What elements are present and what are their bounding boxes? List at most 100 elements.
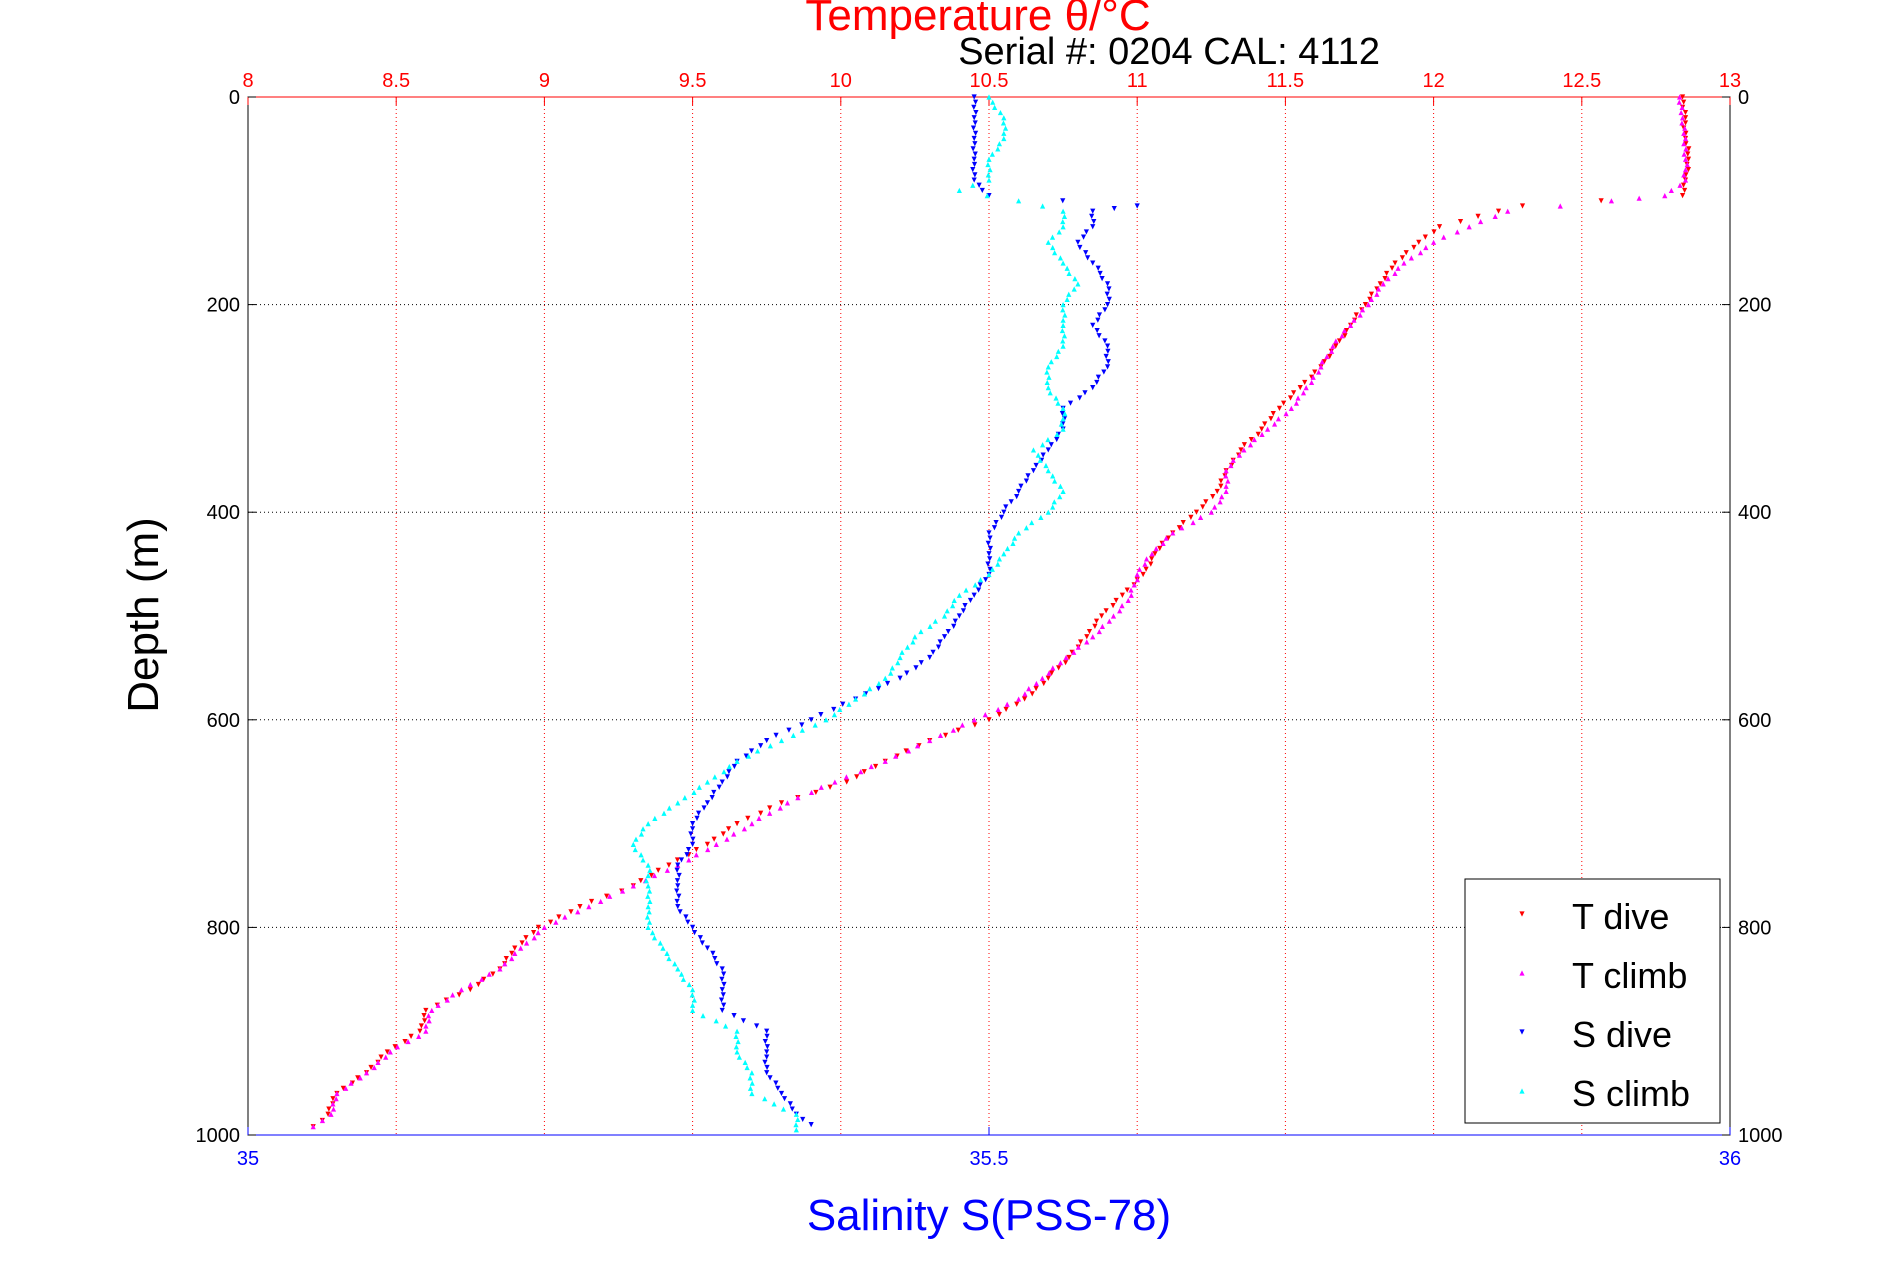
salinity-tick-label: 35.5 [970,1148,1009,1170]
s-dive-point [1033,462,1039,469]
t-dive-point [1255,431,1261,437]
t-dive-point [1411,244,1417,251]
s-climb-point [1071,286,1077,292]
s-climb-point [675,800,681,806]
s-dive-point [918,660,924,666]
s-climb-point [956,592,962,598]
s-climb-point [897,654,903,661]
t-dive-point [1093,618,1100,624]
s-dive-point [740,1018,747,1024]
s-climb-point [995,561,1001,567]
s-dive-point [714,961,720,967]
s-dive-point [1048,442,1054,448]
t-climb-point [1075,644,1081,650]
t-dive-point [1384,270,1390,277]
t-dive-point [1248,436,1254,443]
t-climb-point [357,1075,363,1081]
s-climb-point [1001,115,1007,121]
t-climb-point [394,1044,401,1050]
s-dive-point [688,831,694,837]
t-dive-point [418,1023,424,1029]
t-dive-point [1119,592,1125,598]
s-climb-point [754,748,761,754]
t-climb-point [1271,421,1278,427]
s-climb-point [1054,431,1060,437]
s-dive-point [1023,478,1029,484]
depth-tick-label-right: 800 [1738,917,1771,939]
t-dive-point [1683,130,1689,136]
t-dive-point [1682,109,1689,116]
t-dive-point [1214,488,1220,495]
t-climb-point [1033,680,1040,687]
t-climb-point [767,810,773,816]
t-climb-point [310,1124,316,1130]
t-dive-point [330,1096,336,1102]
legend-marker-t-dive [1519,911,1525,917]
s-climb-point [867,686,873,692]
s-climb-point [1056,229,1062,235]
t-climb-point [423,1028,429,1034]
s-climb-point [1035,452,1041,458]
s-climb-point [932,618,938,624]
t-dive-point [1683,141,1689,147]
t-dive-point [1078,639,1084,645]
t-dive-point [666,862,672,868]
s-dive-point [1090,260,1096,266]
s-dive-point [1106,286,1112,292]
t-climb-point [371,1064,377,1071]
t-dive-point [340,1085,346,1091]
s-climb-point [666,805,672,811]
s-dive-point [831,706,837,713]
t-climb-point [1310,374,1316,380]
t-climb-point [479,976,485,982]
t-dive-point [1103,608,1109,614]
t-dive-point [467,987,473,993]
s-climb-point [950,603,956,609]
s-climb-point [652,815,658,822]
t-dive-point [456,992,462,998]
t-climb-point [330,1106,337,1112]
s-climb-point [990,99,996,105]
s-climb-point [734,1049,740,1055]
t-climb-point [1170,530,1176,536]
s-climb-point [986,571,992,578]
t-dive-point [903,748,909,754]
s-dive-point [773,1080,779,1086]
t-climb-point [713,841,719,847]
s-climb-point [989,151,995,157]
s-climb-point [1050,504,1056,510]
t-dive-point [1682,115,1689,121]
s-climb-point [1016,530,1022,536]
s-climb-point [812,722,818,728]
s-climb-point [888,670,894,676]
t-dive-point [767,805,773,811]
t-dive-point [734,821,740,827]
s-dive-point [690,821,696,827]
s-climb-point [678,971,685,977]
s-dive-point [1085,255,1091,261]
s-climb-point [1054,353,1060,360]
s-dive-point [971,161,978,168]
t-dive-point [827,784,833,790]
s-climb-point [984,193,990,199]
t-dive-point [1193,509,1200,515]
series-s-dive [674,94,1140,1128]
s-climb-point [1064,265,1070,271]
depth-tick-label-right: 600 [1738,710,1771,732]
s-climb-point [876,680,882,687]
t-dive-point [1045,675,1051,681]
t-dive-point [1200,504,1206,510]
s-dive-point [754,1023,760,1029]
s-dive-point [1082,390,1088,396]
t-climb-point [893,753,899,759]
legend-marker-s-climb [1519,1088,1525,1094]
s-climb-point [733,1033,739,1039]
s-climb-point [640,826,646,832]
s-dive-point [712,955,718,962]
s-dive-point [971,177,977,183]
s-climb-point [712,774,718,780]
s-climb-point [1057,255,1064,261]
s-climb-point [690,987,696,993]
s-climb-point [1048,359,1054,365]
